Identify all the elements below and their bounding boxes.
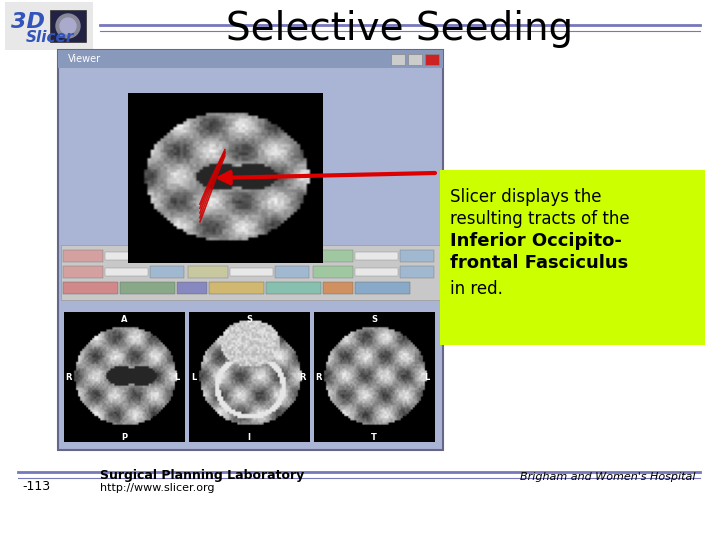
Bar — [50, 10, 86, 42]
Bar — [61, 245, 440, 300]
Text: P: P — [121, 433, 127, 442]
Bar — [355, 252, 398, 260]
Circle shape — [56, 14, 80, 38]
Bar — [355, 282, 410, 294]
Bar — [120, 282, 175, 294]
Bar — [58, 50, 443, 68]
Bar — [275, 250, 309, 262]
Bar — [355, 268, 398, 276]
Bar — [105, 268, 148, 276]
Bar — [177, 282, 207, 294]
Bar — [63, 250, 103, 262]
Text: S: S — [371, 315, 377, 325]
Bar — [400, 266, 434, 278]
Bar — [408, 54, 422, 65]
Text: A: A — [121, 315, 127, 325]
Bar — [266, 282, 321, 294]
Text: R: R — [299, 373, 305, 381]
Text: http://www.slicer.org: http://www.slicer.org — [100, 483, 215, 493]
Bar — [63, 266, 103, 278]
Text: Inferior Occipito-: Inferior Occipito- — [450, 232, 622, 250]
Text: L: L — [192, 373, 197, 381]
Bar — [105, 252, 148, 260]
Bar — [188, 266, 228, 278]
Text: Viewer: Viewer — [68, 54, 101, 64]
Text: Brigham and Women's Hospital: Brigham and Women's Hospital — [520, 472, 695, 482]
Text: R: R — [316, 373, 323, 381]
Bar — [150, 266, 184, 278]
Text: L: L — [174, 373, 179, 381]
Bar — [391, 54, 405, 65]
Bar — [150, 250, 184, 262]
Bar — [64, 312, 185, 442]
Text: S: S — [246, 315, 252, 325]
Text: in red.: in red. — [450, 280, 503, 298]
Bar — [314, 312, 435, 442]
Bar — [275, 266, 309, 278]
Bar — [425, 54, 439, 65]
Text: I: I — [248, 433, 251, 442]
Text: Selective Seeding: Selective Seeding — [226, 10, 574, 48]
Text: Surgical Planning Laboratory: Surgical Planning Laboratory — [100, 469, 305, 482]
Bar — [128, 93, 323, 263]
Text: 3D: 3D — [11, 12, 45, 32]
Bar — [313, 250, 353, 262]
Bar — [440, 170, 705, 345]
Bar — [63, 282, 118, 294]
Bar — [323, 282, 353, 294]
Bar — [230, 252, 273, 260]
Bar — [313, 266, 353, 278]
Text: L: L — [424, 373, 430, 381]
Bar — [188, 250, 228, 262]
Bar — [230, 268, 273, 276]
Text: Slicer displays the: Slicer displays the — [450, 188, 601, 206]
Circle shape — [60, 18, 76, 34]
Text: resulting tracts of the: resulting tracts of the — [450, 210, 629, 228]
Text: Slicer: Slicer — [26, 30, 74, 45]
Text: frontal Fasciculus: frontal Fasciculus — [450, 254, 629, 272]
Text: -113: -113 — [22, 480, 50, 493]
Text: R: R — [66, 373, 72, 381]
Bar — [5, 2, 93, 50]
Bar — [209, 282, 264, 294]
Bar — [58, 50, 443, 450]
Bar — [400, 250, 434, 262]
Text: T: T — [371, 433, 377, 442]
Bar — [189, 312, 310, 442]
